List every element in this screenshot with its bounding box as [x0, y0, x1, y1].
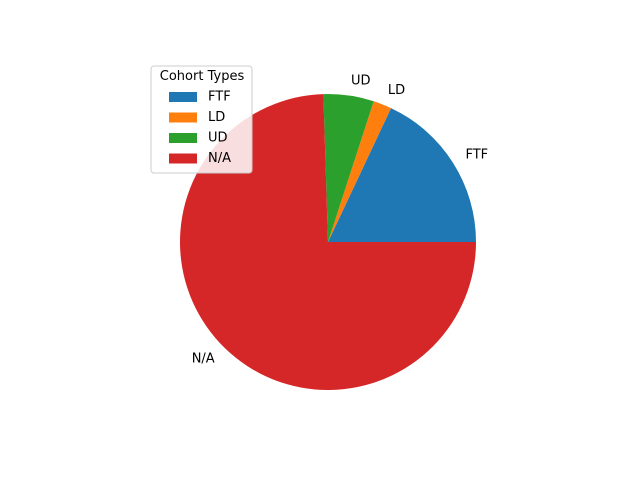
- legend-label-ud: UD: [208, 131, 228, 146]
- pie-slice-ud: [323, 94, 374, 242]
- pie-slice-ftf: [328, 108, 477, 242]
- legend: Cohort Types FTF LD UD N/A: [150, 65, 253, 174]
- legend-swatch-ld: [169, 112, 197, 123]
- legend-swatch-ftf: [169, 92, 197, 102]
- pie-slice-labels: FTF LD UD N/A: [192, 73, 488, 366]
- pie-slice-na: [180, 94, 476, 390]
- legend-swatch-ud: [169, 133, 197, 143]
- pie-slice-ld: [328, 101, 392, 242]
- legend-swatch-na: [169, 153, 197, 164]
- pie-slices: [180, 94, 477, 390]
- slice-label-ld: LD: [388, 83, 405, 98]
- legend-label-ld: LD: [208, 110, 225, 125]
- legend-label-ftf: FTF: [208, 90, 231, 105]
- slice-label-ud: UD: [351, 73, 371, 88]
- slice-label-na: N/A: [192, 351, 215, 366]
- legend-title: Cohort Types: [160, 69, 245, 84]
- slice-label-ftf: FTF: [465, 147, 488, 162]
- legend-items: FTF LD UD N/A: [169, 90, 231, 166]
- legend-label-na: N/A: [208, 151, 231, 166]
